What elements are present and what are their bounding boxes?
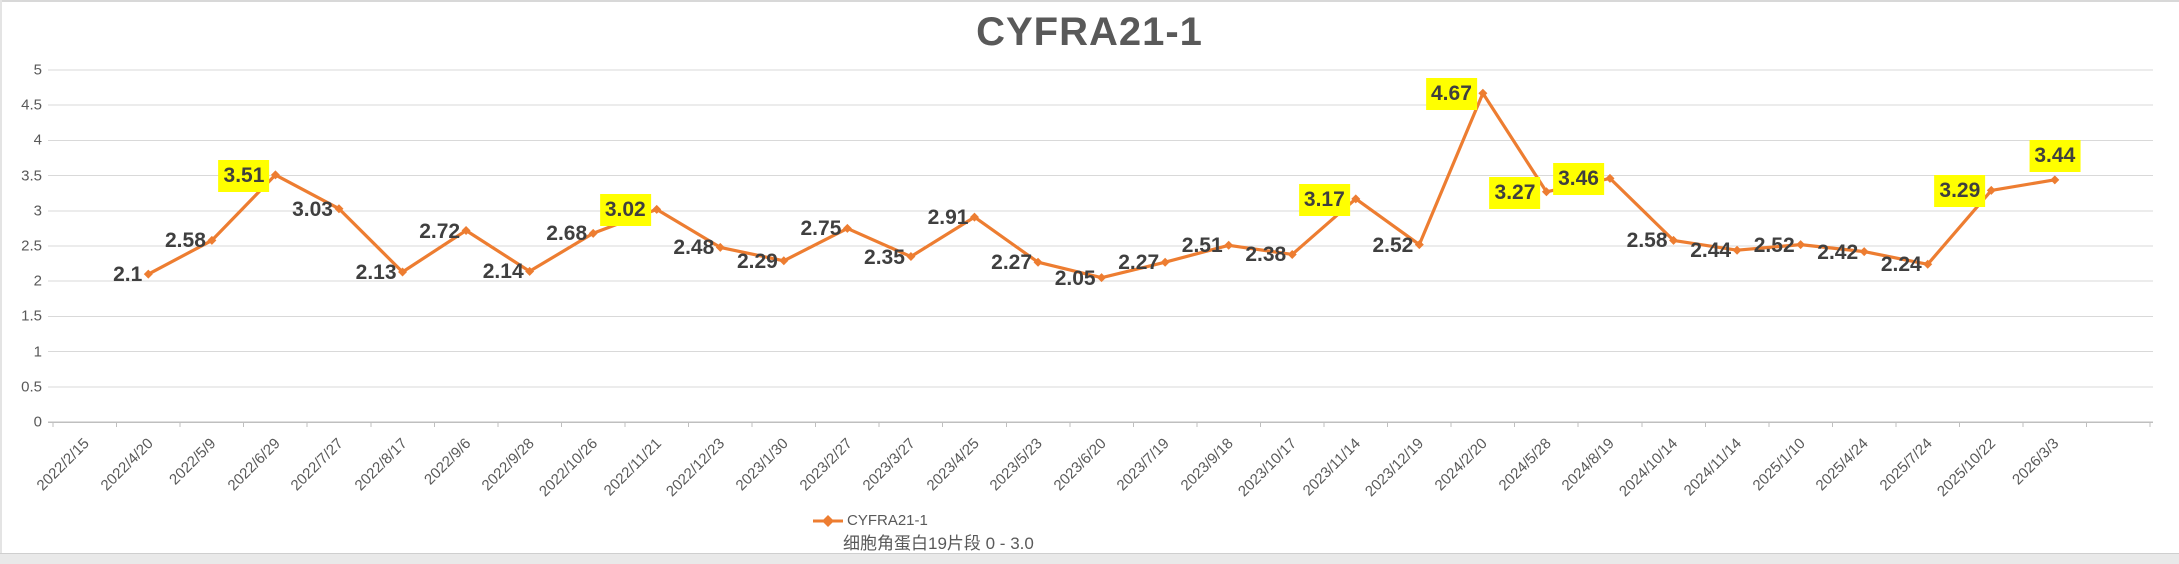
legend-line-marker-icon <box>813 514 843 527</box>
data-point-marker <box>1478 88 1488 98</box>
value-label: 2.58 <box>1626 229 1668 253</box>
data-point-marker <box>1160 257 1170 267</box>
value-label: 2.48 <box>673 236 715 260</box>
value-label: 2.72 <box>419 219 461 243</box>
data-point-marker <box>652 204 662 214</box>
left-edge-divider <box>0 0 2 564</box>
data-point-marker <box>715 242 725 252</box>
value-label: 3.03 <box>292 197 333 221</box>
data-point-marker <box>1541 187 1551 197</box>
value-label-highlighted: 4.67 <box>1426 78 1477 111</box>
value-label: 2.05 <box>1054 266 1096 290</box>
y-axis-label: 4 <box>33 131 42 149</box>
value-label: 2.42 <box>1817 240 1859 264</box>
data-point-marker <box>1796 240 1806 250</box>
value-label: 2.68 <box>546 222 588 246</box>
data-point-marker <box>1414 240 1424 250</box>
data-point-marker <box>1732 245 1742 255</box>
data-point-marker <box>1097 273 1107 283</box>
data-point-marker <box>270 170 280 180</box>
value-label-highlighted: 3.02 <box>599 194 651 227</box>
value-label-highlighted: 3.29 <box>1934 175 1986 208</box>
data-point-marker <box>1287 249 1297 259</box>
data-point-marker <box>398 267 408 277</box>
value-label: 2.29 <box>736 249 778 273</box>
data-point-marker <box>1986 185 1996 195</box>
data-point-marker <box>588 228 598 238</box>
value-label: 2.24 <box>1880 253 1922 277</box>
value-label-highlighted: 3.46 <box>1553 163 1604 196</box>
value-label-highlighted: 3.51 <box>218 159 270 192</box>
data-point-marker <box>906 252 916 262</box>
data-point-marker <box>461 226 471 236</box>
data-point-marker <box>207 235 217 245</box>
y-axis-label: 2.5 <box>21 237 42 255</box>
data-point-marker <box>2050 175 2060 185</box>
y-axis-label: 4.5 <box>21 96 42 114</box>
data-point-marker <box>842 223 852 233</box>
value-label-highlighted: 3.44 <box>2029 139 2081 172</box>
data-point-marker <box>1351 194 1361 204</box>
legend-series-label: CYFRA21-1 <box>847 512 928 529</box>
data-point-marker <box>334 204 344 214</box>
value-label: 2.52 <box>1753 233 1795 257</box>
value-label: 2.58 <box>165 229 206 253</box>
y-axis-label: 1.5 <box>21 307 42 325</box>
data-point-marker <box>1033 257 1043 267</box>
value-label: 2.27 <box>1118 251 1160 275</box>
y-axis-label: 2 <box>33 272 42 290</box>
value-label: 2.27 <box>991 251 1033 275</box>
top-edge-divider <box>0 0 2179 2</box>
value-label: 2.13 <box>355 261 397 285</box>
y-axis-label: 3.5 <box>21 167 42 185</box>
y-axis-label: 1 <box>33 343 42 361</box>
y-axis-label: 3 <box>33 202 42 220</box>
value-label-highlighted: 3.27 <box>1489 176 1541 209</box>
value-label: 2.51 <box>1181 234 1223 258</box>
value-label: 2.91 <box>927 206 969 230</box>
y-axis-label: 5 <box>33 61 42 79</box>
data-point-marker <box>969 212 979 222</box>
data-point-marker <box>1669 235 1679 245</box>
data-point-marker <box>1923 259 1933 269</box>
data-point-marker <box>1859 247 1869 257</box>
data-point-marker <box>779 256 789 266</box>
legend: CYFRA21-1 <box>813 512 928 529</box>
data-point-marker <box>143 269 153 279</box>
value-label: 2.38 <box>1245 243 1287 267</box>
value-label: 2.14 <box>482 260 524 284</box>
value-label-highlighted: 3.17 <box>1298 183 1350 216</box>
value-label: 2.44 <box>1690 239 1732 263</box>
y-axis-label: 0.5 <box>21 378 42 396</box>
legend-reference-note: 细胞角蛋白19片段 0 - 3.0 <box>843 534 1034 553</box>
y-axis-label: 0 <box>33 413 42 431</box>
data-point-marker <box>525 266 535 276</box>
value-label: 2.1 <box>113 263 143 287</box>
bottom-edge-strip <box>0 553 2179 564</box>
data-point-marker <box>1605 173 1615 183</box>
value-label: 2.52 <box>1372 233 1414 257</box>
data-point-marker <box>1224 240 1234 250</box>
value-label: 2.35 <box>864 245 905 269</box>
chart-title: CYFRA21-1 <box>976 10 1203 54</box>
value-label: 2.75 <box>800 217 842 241</box>
